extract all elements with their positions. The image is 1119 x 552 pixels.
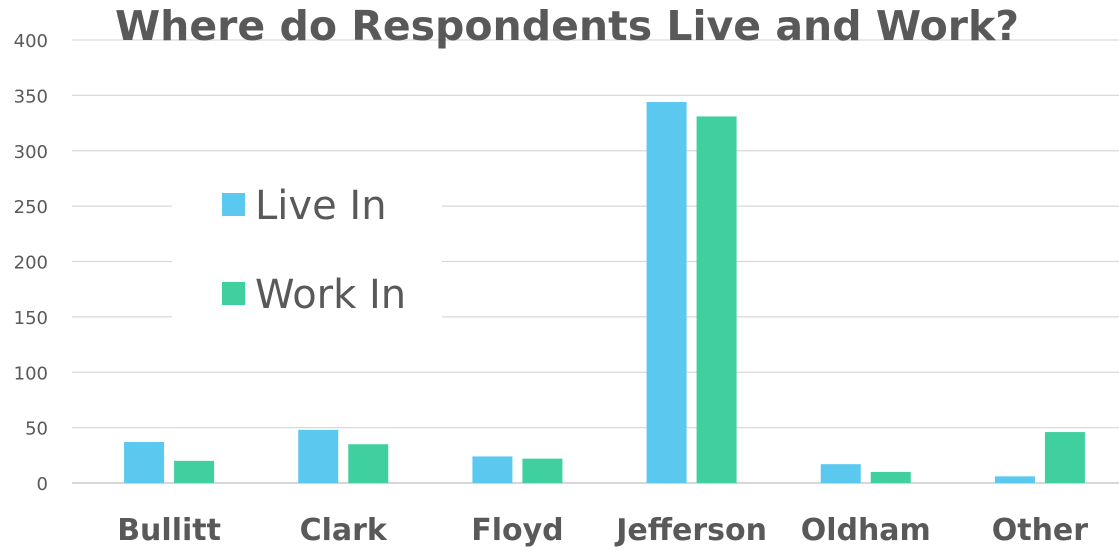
x-tick-label: Jefferson — [614, 513, 767, 548]
bar-work-in-other — [1044, 432, 1085, 483]
bar-live-in-floyd — [472, 456, 513, 483]
x-tick-label: Other — [992, 513, 1089, 548]
x-tick-label: Floyd — [471, 513, 563, 548]
y-tick-label: 200 — [14, 253, 48, 274]
bar-work-in-bullitt — [174, 460, 215, 483]
legend-background — [172, 172, 442, 320]
y-tick-label: 350 — [14, 86, 48, 107]
bar-live-in-clark — [298, 429, 339, 483]
x-tick-label: Clark — [300, 513, 388, 548]
legend-label-work-in: Work In — [255, 272, 406, 318]
bar-live-in-other — [994, 476, 1035, 483]
bar-live-in-jefferson — [646, 102, 687, 484]
y-tick-label: 0 — [37, 474, 48, 495]
bars — [124, 102, 1085, 484]
y-axis-ticks: 0 50 100 150 200 250 300 350 400 — [14, 31, 48, 495]
y-tick-label: 50 — [25, 419, 48, 440]
legend-swatch-live-in — [222, 193, 245, 216]
x-axis-ticks: Bullitt Clark Floyd Jefferson Oldham Other — [117, 513, 1088, 548]
legend-label-live-in: Live In — [255, 183, 387, 229]
y-tick-label: 400 — [14, 31, 48, 52]
x-tick-label: Oldham — [801, 513, 931, 548]
legend: Live In Work In — [172, 172, 442, 320]
bar-work-in-oldham — [870, 471, 911, 483]
bar-live-in-oldham — [820, 464, 861, 483]
bar-work-in-jefferson — [696, 116, 737, 483]
bar-live-in-bullitt — [124, 442, 165, 483]
y-tick-label: 100 — [14, 363, 48, 384]
legend-swatch-work-in — [222, 282, 245, 305]
chart-title: Where do Respondents Live and Work? — [115, 2, 1019, 50]
bar-work-in-clark — [348, 444, 389, 483]
x-tick-label: Bullitt — [117, 513, 221, 548]
y-tick-label: 150 — [14, 308, 48, 329]
y-tick-label: 250 — [14, 197, 48, 218]
bar-work-in-floyd — [522, 458, 563, 483]
y-tick-label: 300 — [14, 142, 48, 163]
